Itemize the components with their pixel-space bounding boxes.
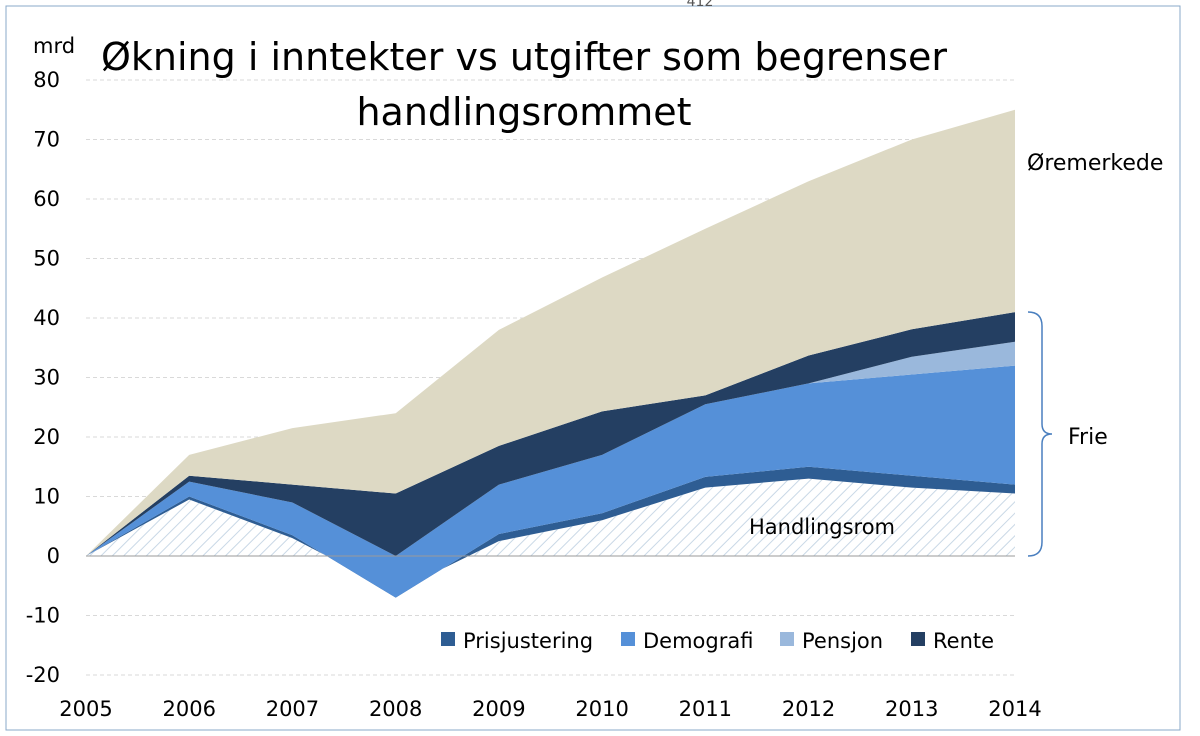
- legend-swatch-prisjustering: [441, 632, 455, 646]
- header-mark: 412: [687, 0, 714, 10]
- legend-label-prisjustering: Prisjustering: [463, 629, 593, 653]
- x-tick-label: 2005: [59, 697, 112, 721]
- legend-label-pensjon: Pensjon: [802, 629, 883, 653]
- y-axis-ticks: 80 70 60 50 40 30 20 10 0 -10 -20: [26, 68, 60, 687]
- legend-swatch-rente: [911, 632, 925, 646]
- x-tick-label: 2013: [885, 697, 938, 721]
- x-tick-label: 2006: [162, 697, 215, 721]
- x-tick-label: 2010: [575, 697, 628, 721]
- x-tick-label: 2011: [679, 697, 732, 721]
- legend-label-demografi: Demografi: [643, 629, 753, 653]
- area-demografi: [86, 365, 1015, 598]
- y-tick-label: 40: [33, 306, 60, 330]
- area-pensjon: [86, 341, 1015, 556]
- y-tick-label: 70: [33, 128, 60, 152]
- y-tick-label: 50: [33, 247, 60, 271]
- y-tick-label: 20: [33, 425, 60, 449]
- y-tick-label: 30: [33, 366, 60, 390]
- legend-swatch-pensjon: [780, 632, 794, 646]
- area-series: [86, 109, 1015, 598]
- x-tick-label: 2009: [472, 697, 525, 721]
- legend: Prisjustering Demografi Pensjon Rente: [441, 629, 994, 653]
- area-rente: [86, 312, 1015, 556]
- legend-label-rente: Rente: [933, 629, 994, 653]
- x-tick-label: 2008: [369, 697, 422, 721]
- y-tick-label: -20: [26, 663, 60, 687]
- area-handlingsrom: [86, 478, 1015, 592]
- x-axis-ticks: 2005 2006 2007 2008 2009 2010 2011 2012 2013 2014: [59, 697, 1041, 721]
- chart-title-line2: handlingsrommet: [356, 90, 691, 134]
- label-frie: Frie: [1068, 425, 1108, 450]
- x-tick-label: 2007: [266, 697, 319, 721]
- label-handlingsrom: Handlingsrom: [749, 515, 895, 539]
- x-tick-label: 2012: [782, 697, 835, 721]
- frie-bracket: [1027, 311, 1053, 557]
- x-tick-label: 2014: [988, 697, 1041, 721]
- y-tick-label: 80: [33, 68, 60, 92]
- area-prisjustering: [86, 466, 1015, 598]
- y-tick-label: 0: [47, 544, 60, 568]
- y-tick-label: 60: [33, 187, 60, 211]
- y-tick-label: 10: [33, 485, 60, 509]
- chart-title-line1: Økning i inntekter vs utgifter som begre…: [101, 35, 947, 79]
- legend-swatch-demografi: [621, 632, 635, 646]
- y-tick-label: -10: [26, 604, 60, 628]
- y-axis-unit: mrd: [33, 34, 75, 58]
- label-oremerkede: Øremerkede: [1027, 151, 1163, 176]
- area-oremerkede: [86, 109, 1015, 557]
